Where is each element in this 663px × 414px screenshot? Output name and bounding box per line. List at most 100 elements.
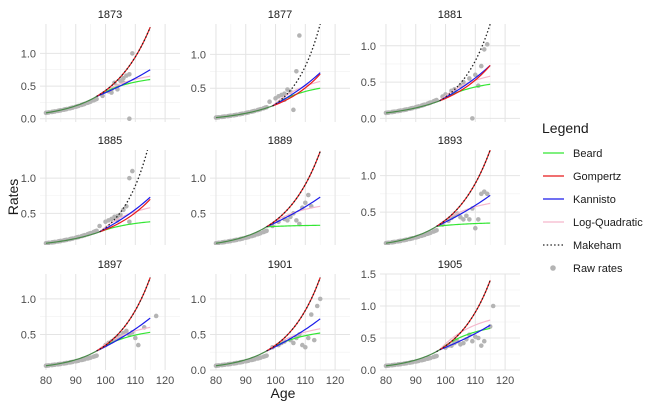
gompertz-line: [99, 198, 151, 233]
raw-rate-point: [484, 191, 490, 197]
log-quadratic-line: [439, 75, 491, 102]
gompertz-line: [96, 277, 151, 352]
makeham-line: [266, 151, 321, 228]
log-quadratic-line: [96, 326, 151, 352]
raw-rate-point: [285, 218, 290, 223]
panel-series: [383, 150, 491, 245]
legend-item-raw-rates: Raw rates: [550, 263, 623, 275]
base-fit-line: [45, 350, 97, 367]
panel-series: [213, 277, 323, 369]
raw-rate-point: [130, 51, 135, 56]
raw-rate-point: [291, 107, 296, 113]
legend-label: Gompertz: [573, 171, 621, 183]
panel-series: [383, 24, 491, 121]
x-tick-label: 100: [96, 375, 114, 387]
raw-rate-point: [481, 47, 487, 52]
y-tick-label: 1.0: [361, 41, 376, 53]
base-fit-line: [215, 350, 267, 367]
raw-rate-point: [303, 200, 308, 206]
y-tick-label: 1.0: [191, 49, 206, 61]
raw-rate-point: [303, 344, 308, 350]
raw-rate-point: [121, 75, 126, 81]
legend-label: Makeham: [573, 240, 621, 252]
raw-rate-point: [464, 213, 469, 219]
raw-rate-point: [127, 116, 132, 122]
legend: Legend Beard Gompertz Kannisto Log-Quadratic…: [542, 120, 643, 275]
legend-item-beard: Beard: [543, 148, 602, 160]
legend-label: Raw rates: [573, 263, 623, 275]
legend-label: Kannisto: [573, 194, 616, 206]
raw-rate-point: [94, 353, 99, 358]
panel-title: 1885: [98, 135, 122, 147]
y-tick-label: 0.5: [21, 81, 36, 93]
raw-rate-point: [305, 335, 311, 341]
raw-rate-point: [130, 168, 135, 174]
legend-label: Beard: [573, 148, 602, 160]
raw-rate-point: [127, 219, 132, 225]
gompertz-line: [436, 150, 491, 227]
kannisto-line: [439, 324, 491, 351]
base-fit-line: [385, 349, 440, 367]
panel-title: 1897: [98, 259, 122, 271]
panel-1889: 1889 0.5 1.0: [191, 135, 350, 245]
y-tick-label: 0.5: [191, 208, 206, 220]
base-fit-line: [215, 226, 267, 244]
legend-item-kannisto: Kannisto: [543, 194, 616, 206]
x-tick-label: 120: [496, 375, 514, 387]
y-tick-label: 0.0: [361, 365, 376, 377]
raw-rate-point: [311, 337, 317, 343]
panel-series: [213, 151, 321, 245]
panel-1881: 1881 0.0 0.5 1.0: [361, 9, 520, 125]
base-fit-line: [385, 225, 437, 244]
raw-rate-point: [461, 217, 466, 222]
beard-line: [439, 83, 491, 102]
panel-series: [213, 24, 321, 120]
y-tick-label: 1.0: [361, 301, 376, 313]
base-fit-line: [385, 100, 440, 114]
beard-line: [266, 224, 321, 228]
y-tick-label: 0.5: [191, 83, 206, 95]
y-tick-label: 0.0: [191, 365, 206, 377]
y-tick-label: 0.0: [21, 114, 36, 126]
panel-title: 1901: [268, 259, 292, 271]
raw-rate-point: [94, 96, 99, 102]
x-tick-label: 110: [297, 375, 315, 387]
raw-rate-point: [282, 91, 287, 96]
kannisto-line: [96, 69, 151, 97]
raw-rate-point: [467, 217, 472, 222]
y-tick-label: 1.0: [361, 171, 376, 183]
log-quadratic-line: [439, 319, 491, 351]
y-tick-label: 1.0: [21, 48, 36, 60]
y-tick-label: 0.5: [21, 208, 36, 220]
gompertz-line: [272, 73, 321, 107]
log-quadratic-line: [99, 207, 151, 233]
legend-item-makeham: Makeham: [543, 240, 621, 252]
base-fit-line: [45, 95, 97, 114]
raw-rate-point: [490, 303, 496, 309]
y-axis-title: Rates: [5, 179, 21, 216]
legend-item-gompertz: Gompertz: [543, 171, 621, 183]
raw-rate-point: [294, 69, 299, 74]
raw-rate-point: [97, 223, 102, 229]
kannisto-line: [439, 64, 491, 102]
y-tick-label: 1.0: [21, 173, 36, 185]
panel-series: [383, 280, 496, 369]
raw-rate-point: [434, 227, 439, 233]
panel-title: 1893: [438, 135, 462, 147]
log-quadratic-line: [272, 80, 321, 107]
raw-rate-point: [470, 116, 475, 121]
raw-rate-point: [264, 353, 269, 358]
y-tick-label: 1.0: [21, 294, 36, 306]
raw-rate-point: [473, 225, 478, 231]
raw-rate-point: [135, 342, 141, 348]
x-tick-label: 80: [40, 375, 52, 387]
y-tick-label: 0.5: [191, 329, 206, 341]
base-fit-line: [215, 105, 273, 119]
x-tick-label: 120: [326, 375, 344, 387]
raw-rate-point: [481, 338, 487, 344]
makeham-line: [96, 277, 151, 352]
makeham-line: [99, 150, 149, 233]
raw-rate-point: [133, 335, 138, 341]
